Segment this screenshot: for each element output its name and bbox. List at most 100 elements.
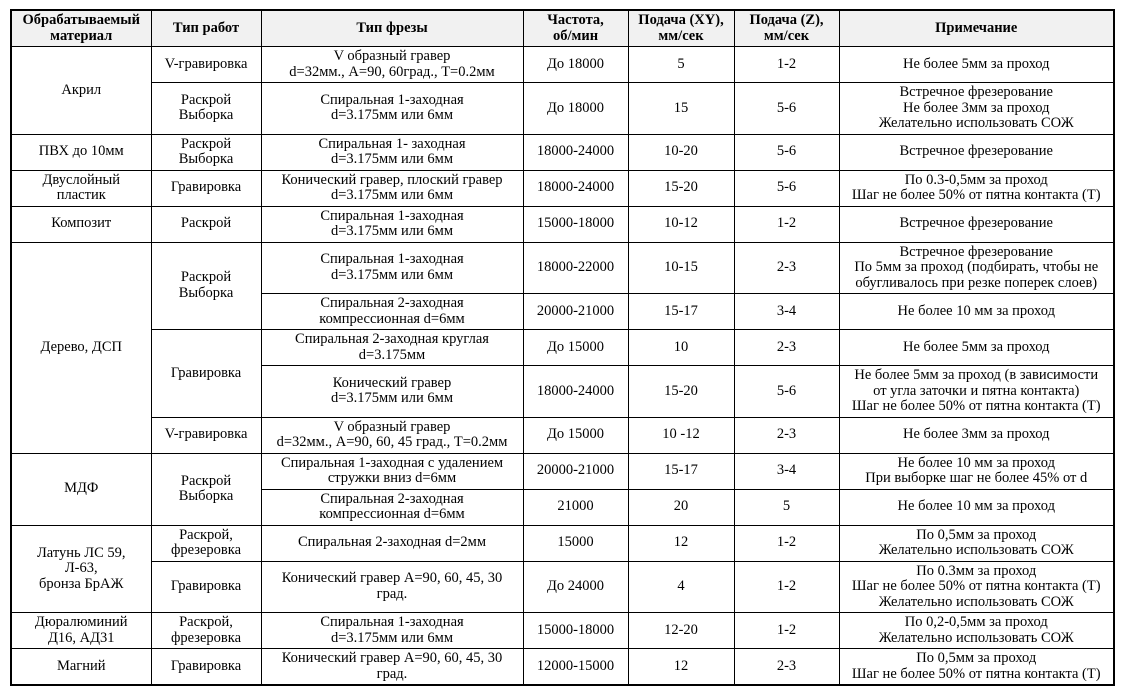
cell-feed-xy: 4 (627, 560, 735, 613)
cell-feed-xy: 15 (627, 82, 735, 135)
table-row: V-гравировка V образный гравер d=32мм., … (11, 416, 1115, 454)
cell-feed-z: 5 (733, 488, 840, 526)
col-header-material: Обрабатываемый материал (10, 9, 152, 47)
cell-cutter-type: Конический гравер, плоский гравер d=3.17… (260, 169, 524, 207)
table-row: Спиральная 2-заходная компрессионная d=6… (11, 293, 1115, 330)
cell-note: Встречное фрезерование (838, 133, 1115, 171)
cell-frequency: 15000-18000 (522, 205, 629, 243)
cell-note: Не более 10 мм за проход При выборке шаг… (838, 452, 1115, 490)
cell-feed-z: 2-3 (733, 416, 840, 454)
cell-material: Двуслойный пластик (10, 169, 152, 207)
table-row: ПВХ до 10мм Раскрой Выборка Спиральная 1… (10, 133, 1115, 171)
table-row: Дюралюминий Д16, АД31 Раскрой, фрезеровк… (10, 612, 1115, 649)
cell-frequency: До 15000 (522, 329, 629, 366)
cell-feed-xy: 15-17 (627, 293, 735, 330)
cell-note: По 0,2-0,5мм за проход Желательно исполь… (838, 612, 1115, 649)
cell-frequency: 15000-18000 (522, 612, 629, 649)
cell-feed-z: 5-6 (733, 82, 840, 135)
cell-feed-z: 5-6 (733, 169, 840, 207)
cell-cutter-type: Спиральная 2-заходная круглая d=3.175мм (260, 329, 524, 366)
cell-feed-z: 1-2 (733, 205, 840, 243)
col-header-feed-xy: Подача (XY), мм/сек (627, 9, 735, 47)
cell-frequency: До 15000 (522, 416, 629, 454)
cell-note: По 0.3мм за проход Шаг не более 50% от п… (838, 560, 1115, 613)
cell-note: По 0,5мм за проход Желательно использова… (838, 524, 1115, 562)
cell-feed-xy: 12-20 (627, 612, 735, 649)
cell-note: По 0,5мм за проход Шаг не более 50% от п… (838, 648, 1115, 686)
cell-cutter-type: Спиральная 1-заходная d=3.175мм или 6мм (260, 612, 524, 649)
col-header-cutter-type: Тип фрезы (260, 9, 524, 47)
cell-cutter-type: Конический гравер d=3.175мм или 6мм (260, 365, 524, 418)
cell-material: Акрил (10, 46, 152, 135)
table-row: Магний Гравировка Конический гравер А=90… (10, 648, 1115, 686)
cell-material: МДФ (10, 452, 152, 526)
cell-frequency: 18000-24000 (522, 169, 629, 207)
cell-work-type: Раскрой, фрезеровка (150, 612, 262, 649)
cell-cutter-type: Спиральная 1-заходная d=3.175мм или 6мм (260, 82, 524, 135)
cell-note: Не более 5мм за проход (838, 46, 1115, 83)
cell-cutter-type: Конический гравер А=90, 60, 45, 30 град. (260, 648, 524, 686)
cell-frequency: 18000-24000 (522, 365, 629, 418)
cell-feed-xy: 15-17 (627, 452, 735, 490)
cell-feed-xy: 20 (627, 488, 735, 526)
cell-work-type: Раскрой Выборка (150, 452, 262, 526)
machining-parameters-table: Обрабатываемый материал Тип работ Тип фр… (10, 9, 1115, 686)
cell-feed-z: 5-6 (733, 133, 840, 171)
cell-work-type: Гравировка (150, 648, 262, 686)
table-row: МДФ Раскрой Выборка Спиральная 1-заходна… (10, 452, 1115, 526)
cell-cutter-type: Спиральная 1-заходная d=3.175мм или 6мм (260, 241, 524, 294)
cell-feed-z: 5-6 (733, 365, 840, 418)
cell-cutter-type: Спиральная 2-заходная компрессионная d=6… (260, 488, 524, 526)
cell-work-type: Гравировка (150, 169, 262, 207)
cell-frequency: До 18000 (522, 46, 629, 83)
cell-feed-z: 1-2 (733, 524, 840, 562)
table-row: Конический гравер d=3.175мм или 6мм 1800… (11, 365, 1115, 418)
cell-feed-z: 2-3 (733, 241, 840, 294)
cell-frequency: 18000-22000 (522, 241, 629, 294)
cell-material: Композит (10, 205, 152, 243)
cell-work-type: Раскрой, фрезеровка (150, 524, 262, 562)
cell-note: Встречное фрезерование Не более 3мм за п… (838, 82, 1115, 135)
cell-frequency: 20000-21000 (522, 452, 629, 490)
cell-frequency: 15000 (522, 524, 629, 562)
cell-feed-z: 2-3 (733, 648, 840, 686)
cell-work-type: Раскрой (150, 205, 262, 243)
cell-feed-xy: 5 (627, 46, 735, 83)
table-row: Дерево, ДСП Раскрой Выборка Спиральная 1… (10, 241, 1115, 454)
cell-note: Не более 5мм за проход (838, 329, 1115, 366)
cell-frequency: 12000-15000 (522, 648, 629, 686)
table-row: Латунь ЛС 59, Л-63, бронза БрАЖ Раскрой,… (10, 524, 1115, 613)
cell-frequency: 20000-21000 (522, 293, 629, 330)
col-header-note: Примечание (838, 9, 1115, 47)
table-row: Раскрой Выборка Спиральная 1-заходная d=… (11, 82, 1115, 135)
cell-note: Не более 10 мм за проход (838, 488, 1115, 526)
cell-feed-xy: 10-20 (627, 133, 735, 171)
cell-work-type: Гравировка (150, 329, 262, 418)
cell-feed-z: 3-4 (733, 293, 840, 330)
cell-cutter-type: Спиральная 2-заходная d=2мм (260, 524, 524, 562)
cell-material: Дюралюминий Д16, АД31 (10, 612, 152, 649)
cell-work-type: Гравировка (150, 560, 262, 613)
cell-feed-xy: 10-15 (627, 241, 735, 294)
cell-work-type: Раскрой Выборка (150, 133, 262, 171)
header-row: Обрабатываемый материал Тип работ Тип фр… (10, 9, 1115, 47)
cell-note: Не более 10 мм за проход (838, 293, 1115, 330)
cell-note: Встречное фрезерование (838, 205, 1115, 243)
cell-feed-xy: 10-12 (627, 205, 735, 243)
cell-cutter-type: Спиральная 2-заходная компрессионная d=6… (260, 293, 524, 330)
cell-feed-z: 2-3 (733, 329, 840, 366)
cell-cutter-type: V образный гравер d=32мм., А=90, 60град.… (260, 46, 524, 83)
cell-cutter-type: Спиральная 1-заходная d=3.175мм или 6мм (260, 205, 524, 243)
cell-material: Магний (10, 648, 152, 686)
cell-feed-z: 1-2 (733, 560, 840, 613)
col-header-work-type: Тип работ (150, 9, 262, 47)
cell-work-type: Раскрой Выборка (150, 241, 262, 330)
cell-feed-xy: 12 (627, 524, 735, 562)
cell-material: ПВХ до 10мм (10, 133, 152, 171)
cell-feed-z: 3-4 (733, 452, 840, 490)
cell-feed-xy: 12 (627, 648, 735, 686)
cell-feed-xy: 15-20 (627, 365, 735, 418)
cell-cutter-type: Конический гравер А=90, 60, 45, 30 град. (260, 560, 524, 613)
cell-work-type: V-гравировка (150, 416, 262, 454)
